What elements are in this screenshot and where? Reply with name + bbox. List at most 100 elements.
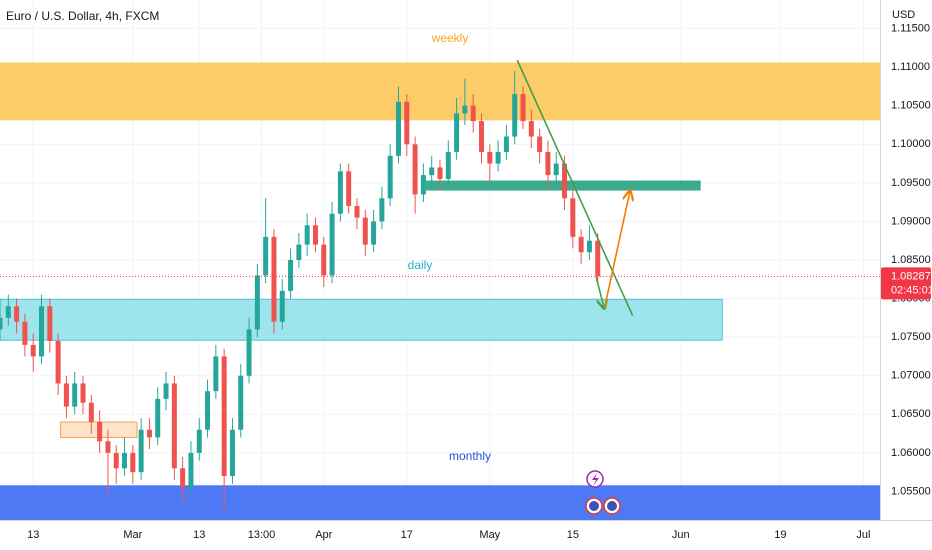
price-tag-countdown: 02:45:01 bbox=[891, 284, 932, 296]
candle-body bbox=[420, 175, 426, 195]
candle-body bbox=[570, 198, 576, 237]
price-tag-value: 1.08287 bbox=[891, 270, 931, 282]
candle-body bbox=[512, 94, 518, 137]
candle-body bbox=[404, 101, 410, 145]
x-tick-label: 17 bbox=[401, 529, 413, 541]
zone-label: weekly bbox=[431, 31, 469, 45]
trend-line bbox=[516, 59, 634, 316]
icon-glyph bbox=[592, 473, 599, 486]
candle-body bbox=[595, 240, 601, 277]
candle-body bbox=[271, 236, 277, 322]
y-tick-label: 1.05500 bbox=[891, 485, 931, 497]
candle-body bbox=[479, 121, 485, 152]
candle-body bbox=[553, 163, 559, 176]
currency-label: USD bbox=[892, 9, 915, 21]
candle-body bbox=[138, 429, 144, 473]
candle-body bbox=[246, 329, 252, 376]
x-tick-label: Mar bbox=[123, 529, 142, 541]
y-tick-label: 1.10500 bbox=[891, 100, 931, 112]
candle-body bbox=[545, 151, 551, 176]
candle-body bbox=[296, 244, 302, 260]
candle-body bbox=[171, 383, 177, 469]
candle-body bbox=[412, 144, 418, 195]
y-tick-label: 1.11000 bbox=[891, 61, 930, 73]
candle-body bbox=[337, 171, 343, 214]
candle-body bbox=[445, 151, 451, 179]
x-tick-label: 13:00 bbox=[248, 529, 276, 541]
y-tick-label: 1.06500 bbox=[891, 408, 931, 420]
candle-body bbox=[0, 317, 3, 330]
x-tick-label: 19 bbox=[774, 529, 786, 541]
candle-body bbox=[47, 306, 53, 342]
candle-body bbox=[470, 105, 476, 122]
y-tick-label: 1.10000 bbox=[891, 138, 931, 150]
candle-body bbox=[105, 441, 111, 453]
candle-body bbox=[180, 468, 186, 488]
candle-body bbox=[196, 429, 202, 453]
candle-body bbox=[113, 452, 119, 469]
candle-body bbox=[346, 171, 352, 206]
y-tick-label: 1.11500 bbox=[891, 22, 930, 34]
x-tick-label: Jul bbox=[856, 529, 870, 541]
candle-body bbox=[503, 136, 509, 152]
candle-body bbox=[586, 240, 592, 253]
price-tag bbox=[881, 267, 931, 300]
candle-body bbox=[254, 275, 260, 330]
y-tick-label: 1.09000 bbox=[891, 215, 931, 227]
candle-body bbox=[221, 356, 227, 477]
candle-body bbox=[288, 260, 294, 291]
candle-body bbox=[205, 391, 211, 430]
candle-body bbox=[371, 221, 377, 245]
icon-glyph bbox=[607, 501, 617, 511]
candle-body bbox=[454, 113, 460, 152]
candle-body bbox=[88, 402, 94, 423]
x-tick-label: 13 bbox=[27, 529, 39, 541]
candle-body bbox=[39, 306, 45, 357]
candle-body bbox=[562, 163, 568, 199]
event-icons[interactable] bbox=[585, 470, 621, 515]
candle-body bbox=[80, 383, 86, 403]
candle-body bbox=[146, 429, 152, 438]
candle-body bbox=[304, 225, 310, 245]
candle-body bbox=[362, 217, 368, 245]
x-tick-label: May bbox=[479, 529, 500, 541]
candle-body bbox=[5, 306, 11, 318]
y-tick-label: 1.07500 bbox=[891, 331, 931, 343]
candle-body bbox=[329, 213, 335, 276]
zone bbox=[0, 298, 723, 341]
y-tick-label: 1.08500 bbox=[891, 254, 931, 266]
candle-body bbox=[354, 205, 360, 218]
candle-body bbox=[520, 94, 526, 122]
zone bbox=[0, 62, 880, 121]
candle-body bbox=[437, 167, 443, 179]
candle-body bbox=[97, 422, 103, 442]
candle-body bbox=[63, 383, 69, 407]
candle-body bbox=[72, 383, 78, 407]
y-tick-label: 1.06000 bbox=[891, 447, 931, 459]
candle-body bbox=[429, 167, 435, 176]
candle-body bbox=[30, 344, 36, 357]
candle-body bbox=[379, 198, 385, 222]
candle-body bbox=[188, 452, 194, 488]
candle-body bbox=[321, 244, 327, 276]
candle-body bbox=[487, 151, 493, 164]
candle-body bbox=[462, 105, 468, 114]
candle-body bbox=[312, 225, 318, 245]
arrow bbox=[595, 276, 604, 309]
candle-body bbox=[213, 356, 219, 392]
zone-label: monthly bbox=[449, 449, 491, 463]
x-tick-label: 15 bbox=[567, 529, 579, 541]
candle-body bbox=[279, 290, 285, 322]
candle-body bbox=[387, 155, 393, 199]
zone bbox=[0, 485, 880, 520]
x-tick-label: Apr bbox=[315, 529, 332, 541]
candle-body bbox=[22, 321, 28, 345]
arrow bbox=[603, 191, 630, 309]
candle-body bbox=[55, 341, 61, 384]
candle-body bbox=[578, 236, 584, 253]
candle-body bbox=[229, 429, 235, 477]
candle-body bbox=[528, 121, 534, 137]
candle-body bbox=[238, 375, 244, 430]
zone-label: daily bbox=[408, 258, 433, 272]
